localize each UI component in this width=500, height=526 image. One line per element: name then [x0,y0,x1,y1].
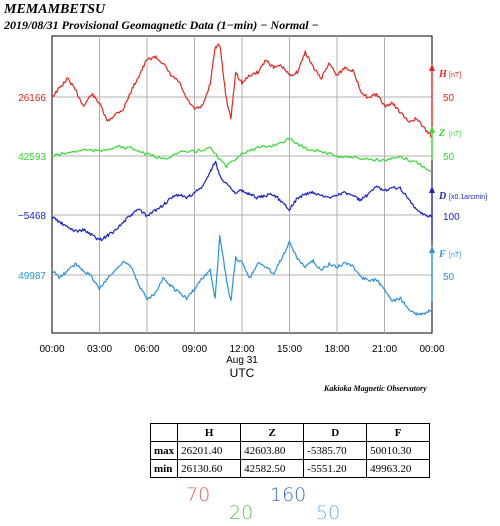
min-h-value: 26130.60 [177,459,242,478]
scale-value-d: 100 [443,212,460,223]
arrow-up-icon [429,186,435,193]
scale-value-h: 50 [443,93,455,104]
table-row: max 26201.40 42603.80 -5385.70 50010.30 [149,441,431,460]
arrow-up-icon [429,64,435,71]
handwritten-d-range: 160 [270,484,307,506]
series-name-d: D [438,191,446,202]
date-label: Aug 31 [226,355,258,366]
scale-value-z: 50 [443,152,455,163]
max-f-value: 50010.30 [366,441,431,460]
series-name-h: H [438,69,448,80]
x-tick-label: 15:00 [277,344,302,355]
x-tick-label: 09:00 [182,344,207,355]
series-line-f [51,234,433,316]
x-tick-label: 06:00 [134,344,159,355]
x-tick-label: 03:00 [87,344,112,355]
series-line-h [51,43,433,138]
chart-subtitle: 2019/08/31 Provisional Geomagnetic Data … [4,18,319,32]
stats-header-z: Z [240,423,305,442]
station-name: MEMAMBETSU [4,2,106,17]
stats-corner [149,423,179,442]
series-unit-f: [nT] [449,252,461,259]
x-tick-label: 00:00 [419,344,444,355]
series-line-d [51,160,433,242]
baseline-label-f: 49987 [18,271,46,282]
table-row: min 26130.60 42582.50 -5551.20 49963.20 [149,459,431,478]
x-axis-label: UTC [230,366,255,380]
series-line-z [51,137,433,173]
x-tick-label: 18:00 [324,344,349,355]
row-label-min: min [149,459,179,478]
min-f-value: 49963.20 [366,459,431,478]
max-z-value: 42603.80 [240,441,305,460]
stats-table: H Z D F max 26201.40 42603.80 -5385.70 5… [149,423,431,478]
handwritten-z-range: 20 [229,502,254,524]
arrow-up-icon [429,126,435,133]
stats-header-row: H Z D F [149,423,431,442]
series-name-z: Z [438,128,445,139]
baseline-label-h: 26166 [18,93,46,104]
min-z-value: 42582.50 [240,459,305,478]
handwritten-f-range: 50 [316,502,341,524]
series-unit-z: [nT] [449,131,461,138]
max-h-value: 26201.40 [177,441,242,460]
baseline-label-d: −5468 [18,211,47,222]
row-label-max: max [149,441,179,460]
observatory-credit: Kakioka Magnetic Observatory [324,384,427,393]
handwritten-h-range: 70 [186,484,211,506]
scale-value-f: 50 [443,272,455,283]
x-tick-label: 21:00 [372,344,397,355]
baseline-label-z: 42593 [18,152,46,163]
stats-header-h: H [177,423,242,442]
min-d-value: -5551.20 [303,459,368,478]
magnetogram-chart: 00:00 03:00 06:00 09:00 12:00 15:00 18:00 21:00… [18,35,487,380]
series-name-f: F [438,249,446,260]
stats-header-f: F [366,423,431,442]
series-unit-h: [nT] [449,72,461,79]
arrow-up-icon [429,246,435,253]
series-unit-d: [x0.1arcmin] [449,194,487,201]
max-d-value: -5385.70 [303,441,368,460]
x-tick-label: 00:00 [39,344,64,355]
stats-header-d: D [303,423,368,442]
x-tick-label: 12:00 [229,344,254,355]
